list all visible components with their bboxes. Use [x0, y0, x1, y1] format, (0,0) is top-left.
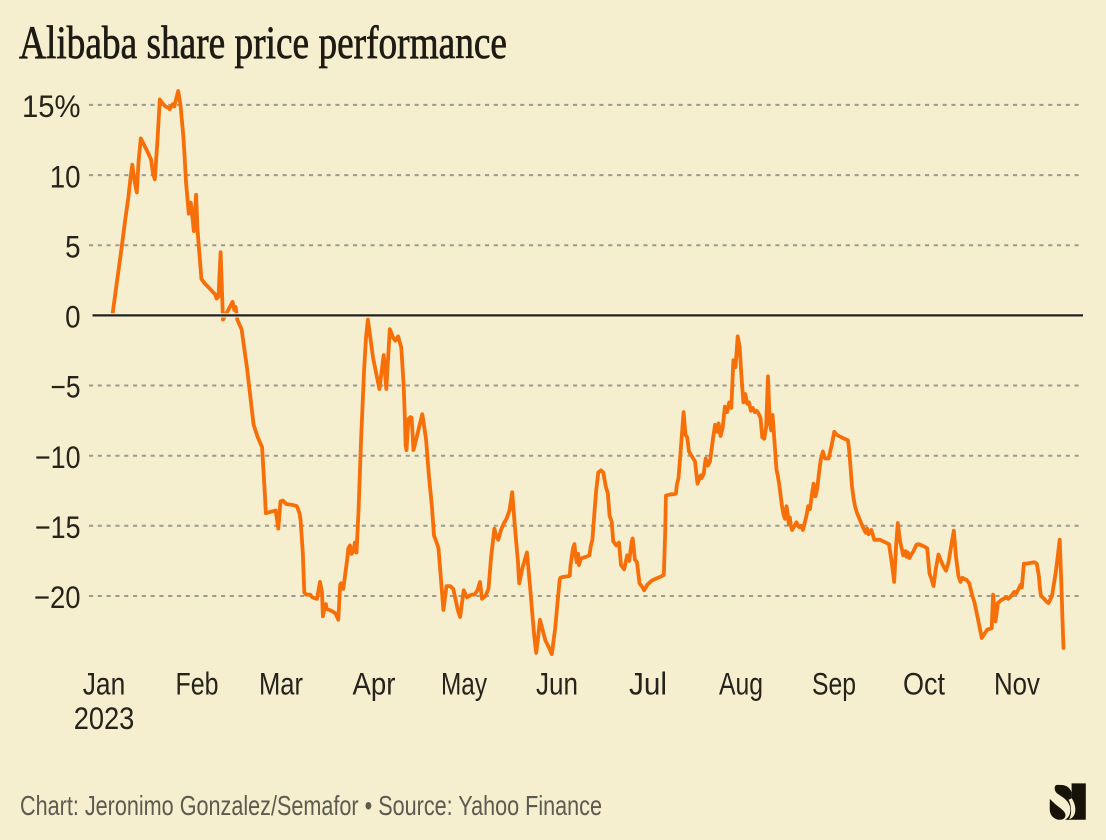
svg-text:Jul: Jul [629, 666, 667, 702]
svg-text:Jun: Jun [536, 666, 578, 702]
svg-text:Feb: Feb [176, 666, 219, 702]
svg-text:Alibaba share price performanc: Alibaba share price performance [19, 17, 507, 69]
svg-text:Mar: Mar [259, 666, 303, 702]
svg-text:−15: −15 [35, 509, 81, 545]
svg-text:2023: 2023 [74, 700, 135, 736]
svg-text:Aug: Aug [719, 666, 763, 702]
svg-text:10: 10 [50, 158, 81, 194]
svg-text:0: 0 [65, 299, 80, 335]
svg-text:15%: 15% [22, 88, 81, 124]
svg-text:Apr: Apr [353, 666, 396, 702]
svg-text:May: May [441, 666, 487, 702]
svg-text:Jan: Jan [83, 666, 126, 702]
svg-text:−10: −10 [35, 439, 81, 475]
svg-text:Sep: Sep [812, 666, 856, 702]
svg-text:−5: −5 [51, 369, 81, 405]
svg-text:Nov: Nov [994, 666, 1040, 702]
svg-text:5: 5 [65, 228, 80, 264]
svg-text:−20: −20 [34, 579, 81, 615]
svg-text:Oct: Oct [903, 666, 945, 702]
svg-text:Chart: Jeronimo Gonzalez/Semaf: Chart: Jeronimo Gonzalez/Semafor • Sourc… [20, 790, 602, 821]
